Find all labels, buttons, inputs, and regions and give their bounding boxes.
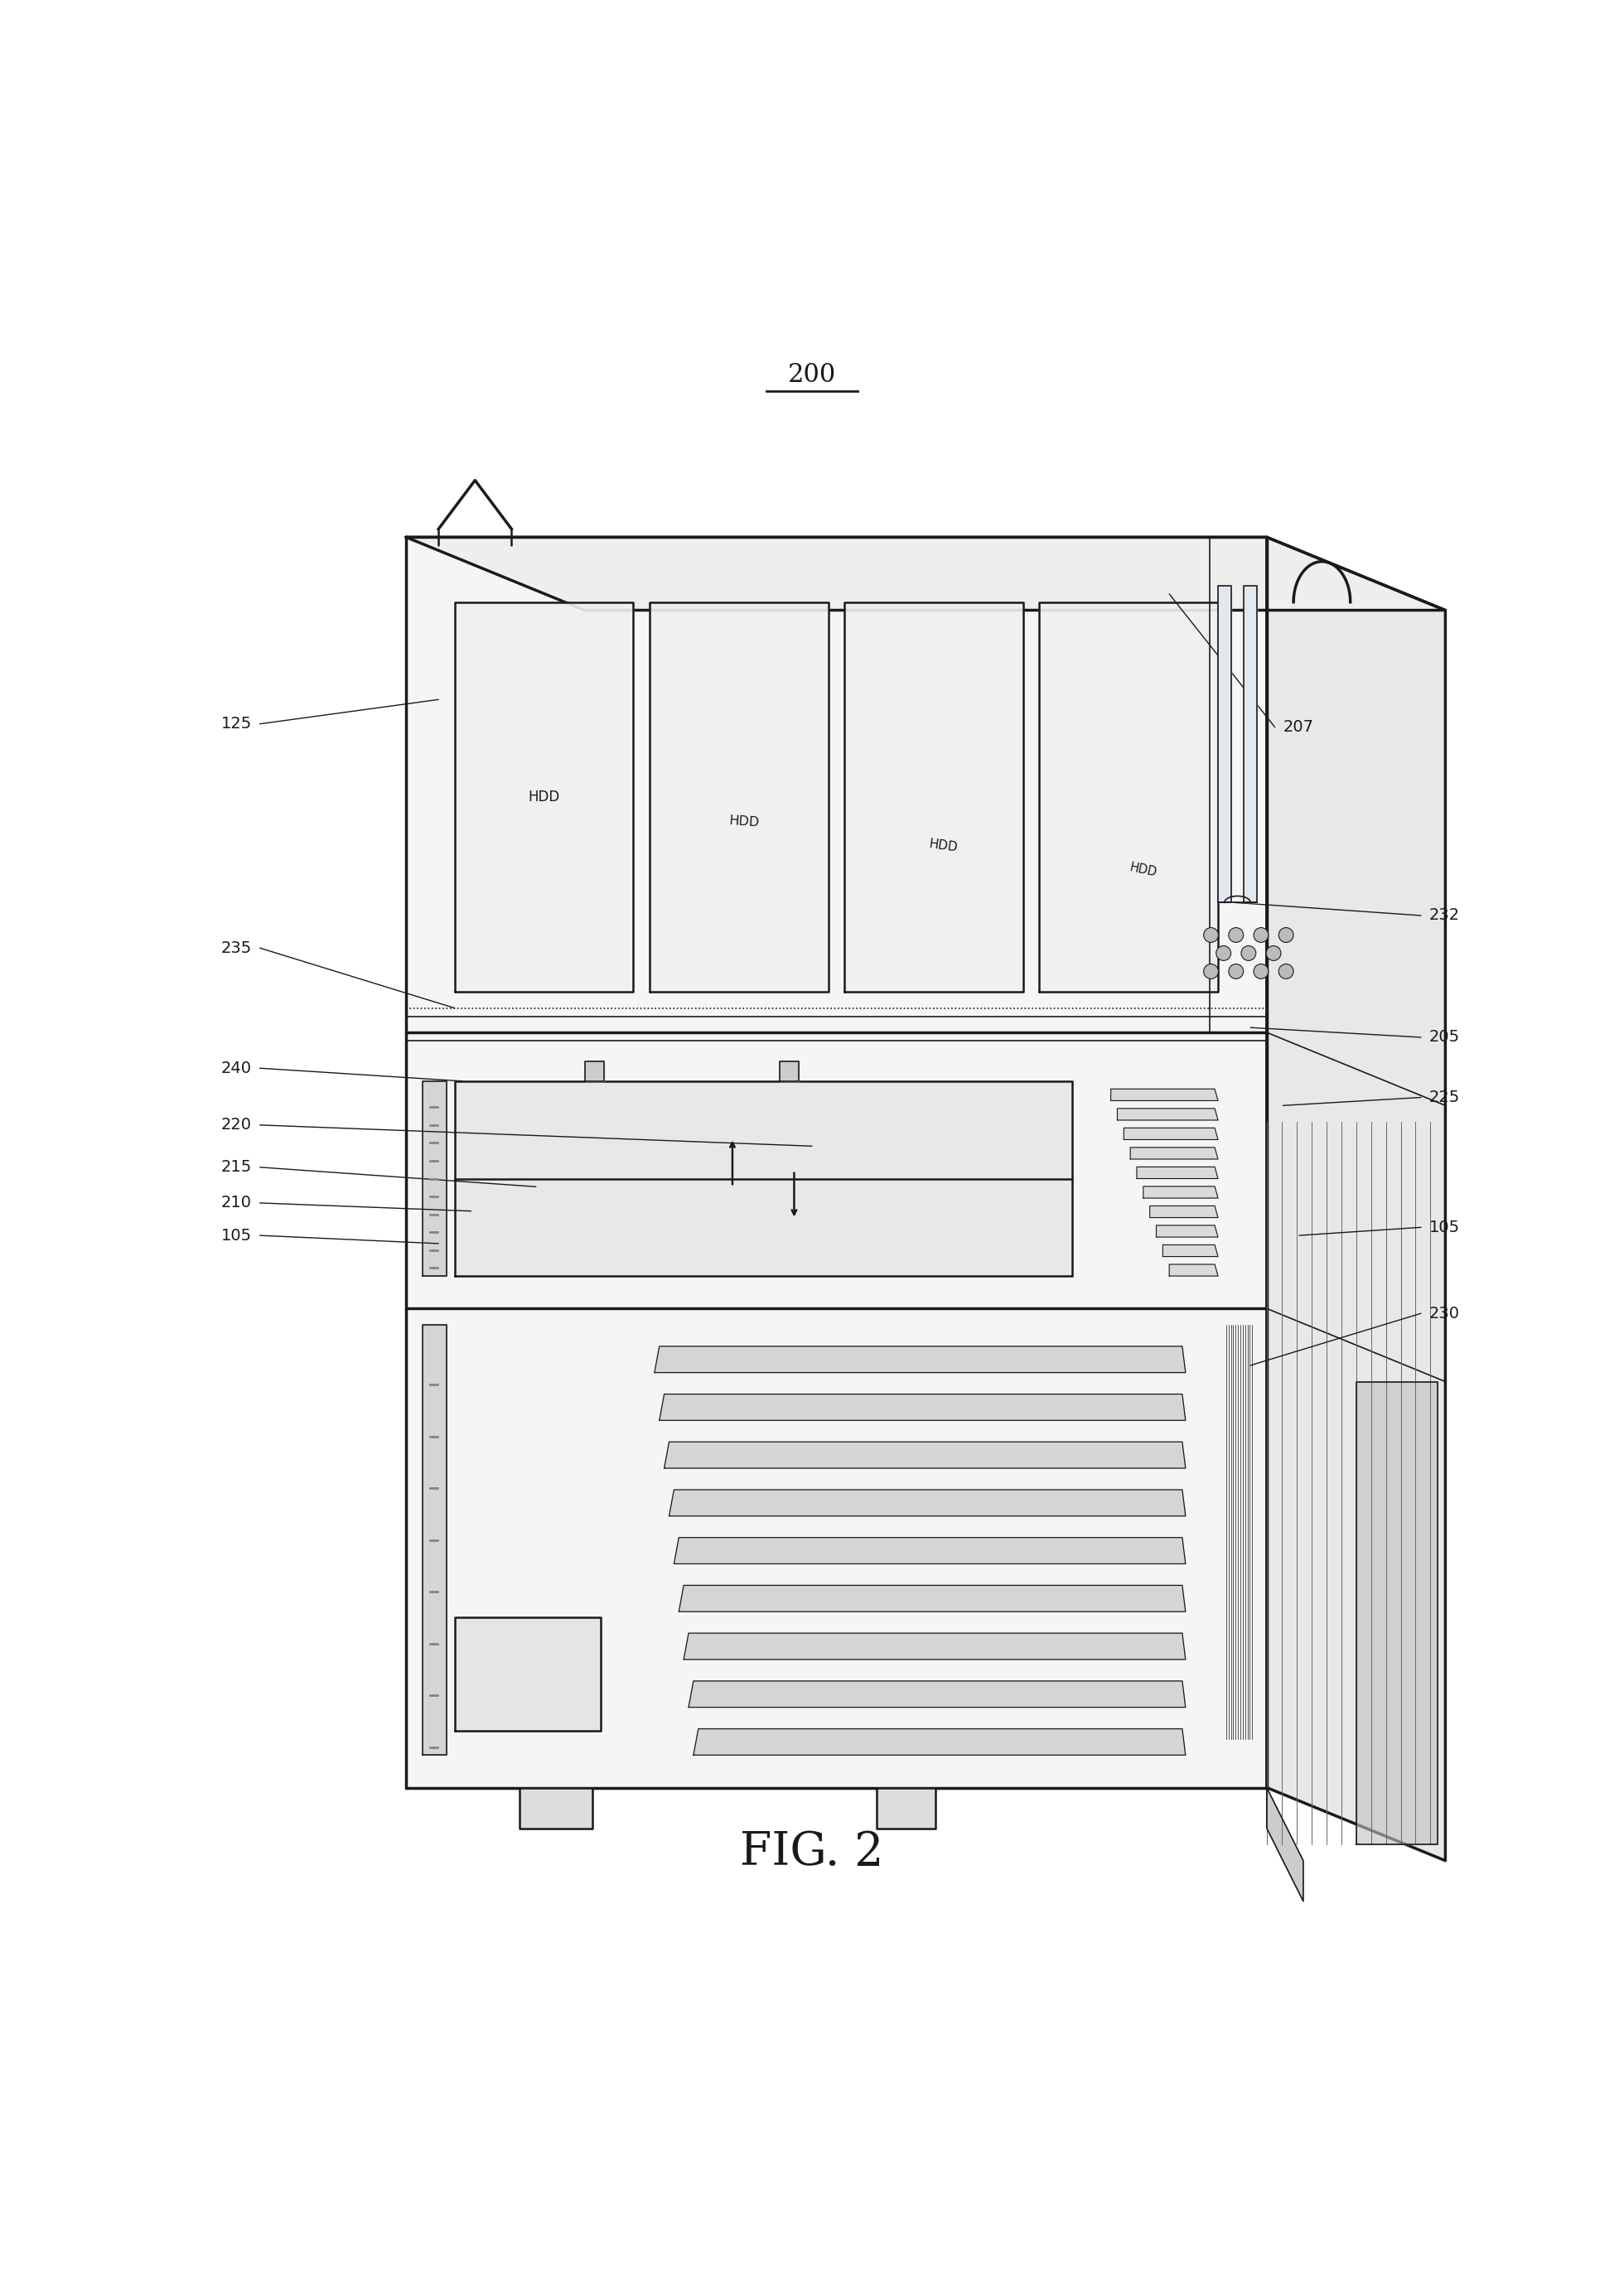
Text: HDD: HDD — [528, 790, 560, 803]
Circle shape — [1229, 965, 1244, 979]
Polygon shape — [585, 1061, 604, 1081]
Polygon shape — [679, 1586, 1186, 1611]
Polygon shape — [422, 1081, 447, 1277]
Polygon shape — [1111, 1088, 1218, 1102]
Polygon shape — [455, 603, 633, 992]
Polygon shape — [844, 603, 1023, 992]
Circle shape — [1278, 965, 1293, 979]
Text: 205: 205 — [1429, 1029, 1460, 1045]
Polygon shape — [669, 1491, 1186, 1516]
Polygon shape — [455, 1081, 1072, 1277]
Polygon shape — [1156, 1224, 1218, 1238]
Circle shape — [1254, 965, 1268, 979]
Polygon shape — [406, 537, 1445, 610]
Polygon shape — [1117, 1108, 1218, 1120]
Text: 200: 200 — [788, 362, 836, 387]
Polygon shape — [1124, 1129, 1218, 1140]
Circle shape — [1216, 947, 1231, 960]
Text: 240: 240 — [221, 1061, 252, 1077]
Polygon shape — [422, 1325, 447, 1755]
Polygon shape — [674, 1539, 1186, 1564]
Polygon shape — [1244, 585, 1257, 904]
Polygon shape — [1267, 537, 1445, 1862]
Polygon shape — [659, 1395, 1186, 1420]
Text: 225: 225 — [1429, 1090, 1460, 1106]
Polygon shape — [1137, 1168, 1218, 1179]
Polygon shape — [693, 1730, 1186, 1755]
Text: 220: 220 — [221, 1118, 252, 1133]
Circle shape — [1229, 929, 1244, 942]
Polygon shape — [406, 537, 1267, 1787]
Text: 105: 105 — [1429, 1220, 1460, 1236]
Circle shape — [1278, 929, 1293, 942]
Polygon shape — [1150, 1206, 1218, 1218]
Circle shape — [1267, 947, 1281, 960]
Polygon shape — [455, 1616, 601, 1730]
Text: 125: 125 — [221, 717, 252, 733]
Circle shape — [1254, 929, 1268, 942]
Polygon shape — [1130, 1147, 1218, 1158]
Text: 230: 230 — [1429, 1306, 1460, 1322]
Polygon shape — [1039, 603, 1218, 992]
Polygon shape — [780, 1061, 799, 1081]
Polygon shape — [1356, 1382, 1437, 1844]
Text: FIG. 2: FIG. 2 — [741, 1830, 883, 1875]
Polygon shape — [1163, 1245, 1218, 1256]
Circle shape — [1241, 947, 1255, 960]
Polygon shape — [1218, 585, 1231, 904]
Polygon shape — [1267, 1787, 1302, 1900]
Text: 210: 210 — [221, 1195, 252, 1211]
Text: 215: 215 — [221, 1158, 252, 1174]
Circle shape — [1203, 965, 1218, 979]
Polygon shape — [650, 603, 828, 992]
Polygon shape — [684, 1634, 1186, 1659]
Circle shape — [1203, 929, 1218, 942]
Polygon shape — [877, 1787, 935, 1828]
Text: HDD: HDD — [1129, 860, 1158, 879]
Text: 235: 235 — [221, 940, 252, 956]
Text: 207: 207 — [1283, 719, 1314, 735]
Polygon shape — [1169, 1265, 1218, 1277]
Text: HDD: HDD — [728, 815, 760, 828]
Polygon shape — [664, 1443, 1186, 1468]
Polygon shape — [654, 1347, 1186, 1372]
Text: 232: 232 — [1429, 908, 1460, 924]
Polygon shape — [1143, 1186, 1218, 1197]
Polygon shape — [520, 1787, 593, 1828]
Text: 105: 105 — [221, 1227, 252, 1243]
Polygon shape — [689, 1682, 1186, 1707]
Text: HDD: HDD — [929, 838, 958, 854]
